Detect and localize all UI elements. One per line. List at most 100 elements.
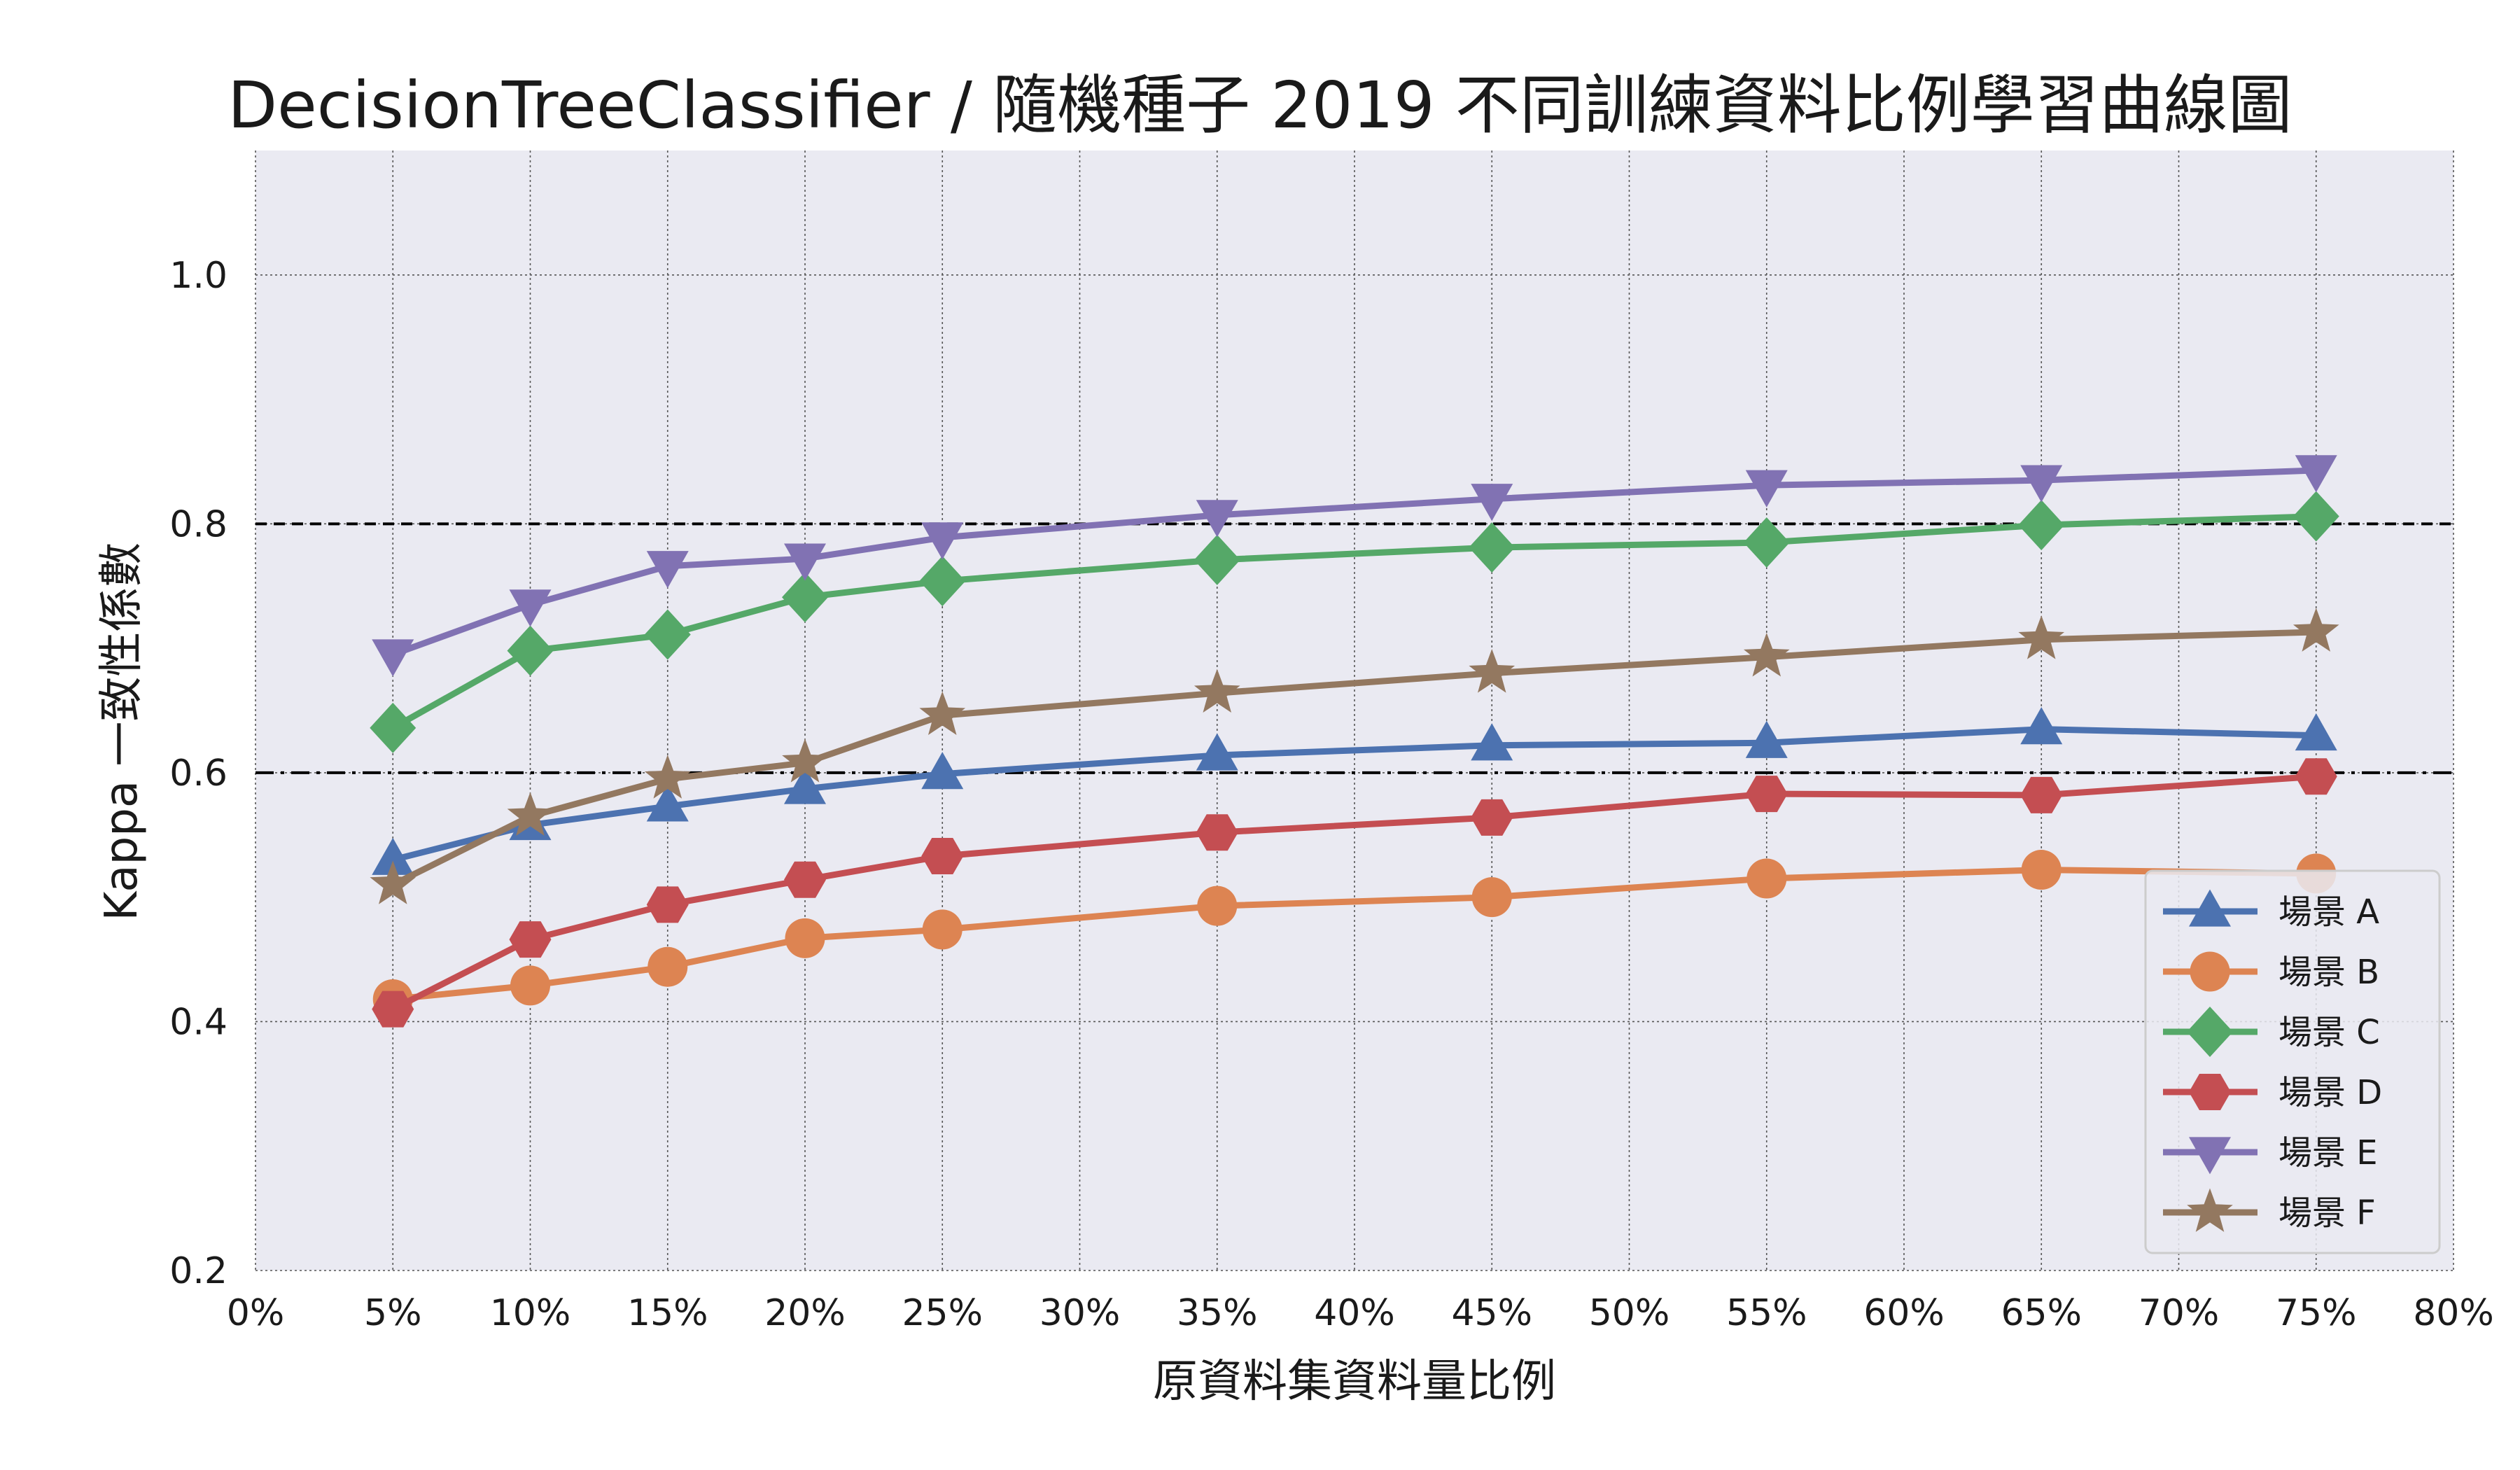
series-f	[370, 608, 2339, 904]
series-f-point	[782, 738, 828, 783]
series-d-point	[921, 838, 964, 874]
series-d-point	[509, 921, 552, 958]
legend-item: 場景 A	[2163, 889, 2379, 932]
legend-item: 場景 F	[2163, 1188, 2376, 1233]
y-axis-label: Kappa 一致性係數	[96, 542, 148, 921]
series-b-point	[785, 918, 825, 958]
legend-item: 場景 C	[2163, 1007, 2380, 1057]
y-tick-label: 0.4	[169, 1001, 227, 1043]
series-d	[372, 758, 2337, 1028]
x-tick-label: 60%	[1863, 1292, 1945, 1334]
legend-label: 場景 C	[2278, 1013, 2380, 1052]
series-a-line	[392, 726, 2316, 863]
series-b-point	[1471, 877, 1512, 918]
x-tick-label: 25%	[902, 1292, 983, 1334]
series-e-point	[1196, 500, 1238, 538]
x-tick-labels: 0% 5% 10% 15% 20% 25% 30% 35% 40% 45% 50% 55% 60% 65%…	[227, 1292, 2494, 1334]
series-c	[370, 491, 2339, 753]
y-tick-label: 1.0	[169, 255, 227, 297]
reference-lines	[255, 522, 2454, 774]
series-e-point	[2295, 455, 2337, 493]
series-d-point	[2295, 758, 2337, 795]
series-e-point	[372, 639, 414, 677]
series-f-line	[391, 629, 2316, 888]
series-d-line	[391, 773, 2317, 1012]
series-c-point	[782, 572, 828, 623]
series-a-point	[1471, 723, 1513, 761]
series-c-point	[2018, 500, 2065, 551]
series-e-line	[391, 467, 2316, 658]
x-tick-label: 55%	[1726, 1292, 1807, 1334]
x-tick-label: 80%	[2413, 1292, 2494, 1334]
y-tick-label: 0.6	[169, 752, 227, 794]
series-f-point	[507, 792, 554, 836]
x-tick-label: 75%	[2276, 1292, 2357, 1334]
series-a-point	[372, 837, 414, 875]
x-tick-label: 40%	[1314, 1292, 1395, 1334]
y-tick-labels: 0.2 0.4 0.6 0.8 1.0	[169, 255, 227, 1292]
series-c-point	[644, 609, 691, 660]
series-d-point	[784, 861, 826, 898]
x-axis-label: 原資料集資料量比例	[1153, 1356, 1556, 1408]
legend-label: 場景 A	[2278, 892, 2379, 932]
legend-item: 場景 D	[2163, 1073, 2382, 1112]
series-f-point	[2018, 615, 2065, 659]
series-a-point	[646, 784, 689, 822]
series-d-point	[372, 990, 414, 1028]
legend-label: 場景 D	[2278, 1073, 2382, 1112]
series-b-point	[2021, 850, 2062, 890]
series-c-line	[391, 513, 2316, 731]
legend-label: 場景 F	[2278, 1194, 2376, 1233]
series-c-point	[1743, 517, 1790, 568]
legend-item: 場景 E	[2163, 1133, 2378, 1175]
series-b-point	[1746, 858, 1787, 899]
series-a-point	[921, 752, 964, 790]
series-a-point	[1745, 720, 1788, 758]
x-tick-label: 15%	[627, 1292, 708, 1334]
series-d-point	[1471, 799, 1513, 836]
x-tick-label: 10%	[490, 1292, 571, 1334]
series-e-point	[1471, 484, 1513, 522]
series-f-point	[370, 860, 416, 904]
legend-marker	[2189, 1074, 2231, 1110]
series-a-point	[1196, 733, 1238, 771]
x-tick-label: 20%	[764, 1292, 846, 1334]
x-tick-label: 5%	[364, 1292, 422, 1334]
legend-marker	[2187, 1007, 2233, 1057]
x-tick-label: 65%	[2001, 1292, 2082, 1334]
series-b-point	[1197, 886, 1238, 926]
series-a-point	[2295, 713, 2337, 751]
series-d-point	[1196, 814, 1238, 851]
series-d-point	[2020, 776, 2063, 813]
series-c-point	[1194, 534, 1240, 585]
series-f-point	[1469, 649, 1516, 693]
series-e-point	[509, 589, 552, 627]
x-tick-label: 70%	[2138, 1292, 2220, 1334]
legend-marker	[2187, 1188, 2233, 1232]
series-b-point	[922, 909, 962, 950]
x-tick-label: 30%	[1040, 1292, 1121, 1334]
series-c-point	[2292, 491, 2339, 542]
series-a-point	[2020, 707, 2063, 745]
series-b	[372, 850, 2337, 1019]
series-d-point	[646, 886, 689, 923]
legend-label: 場景 E	[2278, 1133, 2378, 1172]
y-tick-label: 0.2	[169, 1250, 227, 1292]
series-f-point	[644, 755, 691, 799]
x-tick-label: 50%	[1589, 1292, 1670, 1334]
series-e-point	[2020, 465, 2063, 503]
series-c-point	[507, 625, 554, 676]
chart-title: DecisionTreeClassifier / 隨機種子 2019 不同訓練資…	[227, 68, 2292, 143]
series-group	[370, 455, 2339, 1028]
series-c-point	[1469, 522, 1516, 573]
x-tick-label: 35%	[1177, 1292, 1258, 1334]
series-d-point	[1745, 776, 1788, 813]
series-f-point	[1743, 633, 1790, 677]
series-b-line	[392, 867, 2316, 1002]
series-e-point	[921, 522, 964, 560]
legend-label: 場景 B	[2278, 953, 2379, 992]
series-e	[372, 455, 2337, 677]
series-e-point	[1745, 470, 1788, 507]
series-e-point	[784, 543, 826, 581]
